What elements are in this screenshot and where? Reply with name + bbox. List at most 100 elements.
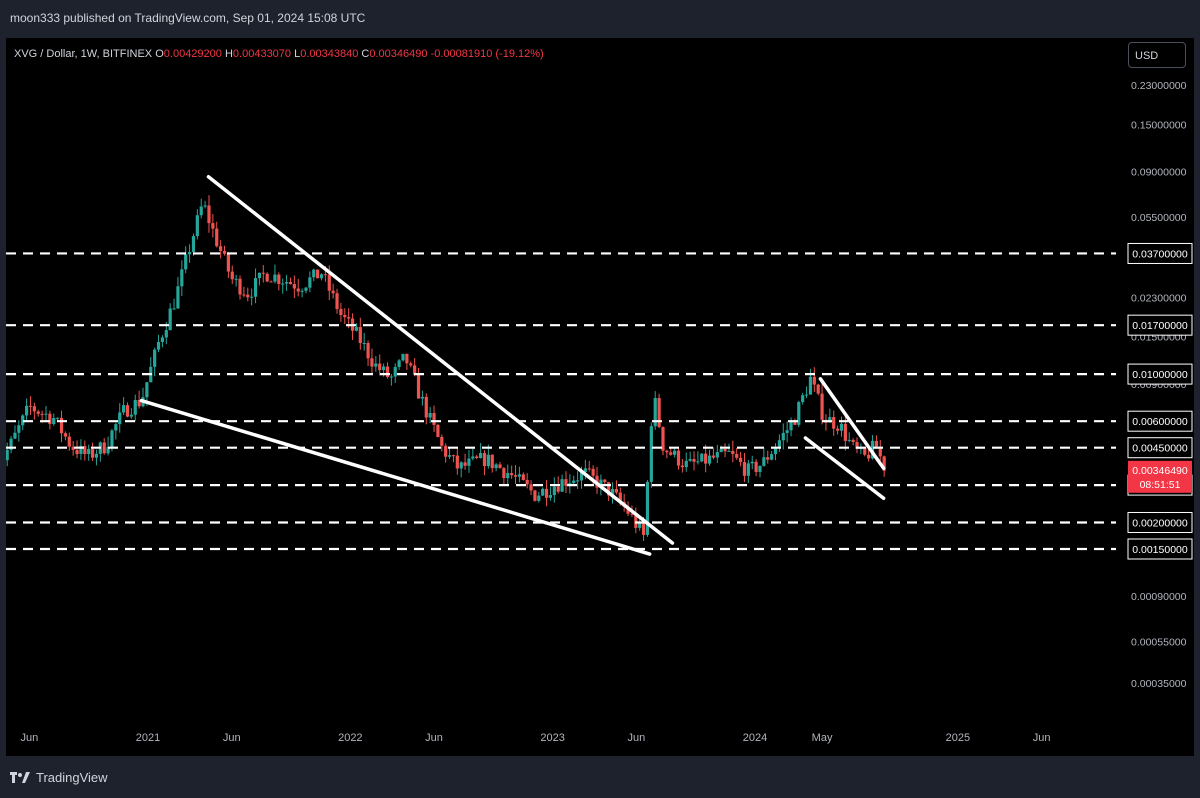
candle-body: [114, 424, 118, 431]
candle-body: [851, 439, 855, 443]
candle-body: [187, 252, 192, 255]
candle-body: [137, 400, 141, 407]
candle-body: [579, 471, 584, 481]
open-value: 0.00429200: [163, 48, 222, 60]
candle-body: [552, 486, 556, 496]
y-tick-label: 0.09000000: [1131, 167, 1187, 179]
candle-body: [707, 455, 712, 464]
candle-body: [521, 474, 525, 480]
candle-body: [513, 475, 518, 477]
x-tick-label: 2024: [743, 732, 767, 744]
level-price-badge: [1127, 363, 1193, 385]
candle-body: [385, 366, 390, 378]
candle-body: [94, 453, 99, 458]
candle-body: [56, 417, 60, 419]
candle-body: [44, 413, 48, 415]
candle-body: [347, 317, 351, 319]
candle-body: [447, 455, 452, 457]
candle-body: [773, 447, 778, 455]
level-price-label: 0.00150000: [1132, 544, 1188, 556]
candle-body: [176, 286, 180, 309]
candle-body: [517, 474, 522, 477]
candle-body: [145, 382, 149, 398]
y-tick-label: 0.00055000: [1131, 637, 1187, 649]
candle-body: [676, 450, 681, 466]
candle-body: [742, 462, 747, 476]
x-tick-label: May: [812, 732, 833, 744]
candle-body: [673, 450, 677, 455]
candle-body: [222, 250, 227, 254]
level-price-badge: [1127, 437, 1193, 459]
candle-body: [808, 376, 813, 395]
candle-body: [48, 413, 52, 425]
tradingview-brand: TradingView: [36, 770, 108, 785]
trendline: [803, 436, 886, 501]
candle-body: [440, 436, 444, 446]
candle-body: [867, 454, 871, 459]
candle-body: [544, 488, 549, 498]
x-tick-label: Jun: [425, 732, 443, 744]
candle-body: [284, 282, 289, 284]
candle-body: [618, 492, 622, 502]
candle-body: [401, 353, 405, 361]
candle-body: [878, 448, 882, 457]
candle-body: [9, 438, 13, 450]
level-price-badge: [1127, 511, 1193, 533]
candle-body: [855, 442, 859, 449]
low-value: 0.00343840: [300, 48, 359, 60]
candle-body: [548, 495, 553, 498]
candle-body: [296, 288, 300, 292]
candle-body: [40, 413, 44, 415]
candle-body: [172, 308, 176, 310]
publisher-info: moon333 published on TradingView.com, Se…: [10, 11, 366, 25]
candle-body: [207, 205, 211, 224]
candle-body: [630, 513, 634, 515]
candle-body: [731, 450, 735, 455]
candle-body: [564, 479, 568, 486]
candle-body: [583, 468, 587, 472]
candle-body: [36, 411, 40, 414]
candle-body: [820, 393, 824, 420]
candle-body: [156, 341, 161, 350]
change-value: -0.00081910 (-19.12%): [430, 48, 544, 60]
candle-body: [789, 421, 793, 431]
candle-body: [327, 274, 331, 291]
high-value: 0.00433070: [232, 48, 292, 60]
x-tick-label: Jun: [627, 732, 645, 744]
candle-body: [874, 440, 878, 449]
candle-body: [587, 468, 591, 470]
candle-body: [203, 205, 207, 207]
candle-body: [498, 464, 502, 469]
candle-body: [490, 454, 494, 469]
close-value: 0.00346490: [369, 48, 428, 60]
candle-body: [215, 228, 219, 247]
x-tick-label: 2023: [540, 732, 564, 744]
candle-body: [393, 366, 397, 377]
candle-body: [75, 449, 79, 454]
currency-button[interactable]: USD: [1128, 42, 1186, 68]
candle-body: [122, 405, 126, 413]
candle-body: [269, 281, 273, 283]
candle-body: [405, 353, 409, 364]
candle-body: [882, 456, 886, 471]
candle-body: [777, 440, 781, 448]
candle-body: [180, 269, 184, 287]
low-label: L: [294, 48, 301, 60]
open-label: O: [155, 48, 164, 60]
candle-body: [362, 342, 366, 344]
candle-body: [510, 473, 514, 476]
candle-body: [665, 450, 669, 453]
last-price-badge: [1128, 460, 1192, 493]
candle-body: [17, 425, 21, 433]
candle-body: [79, 446, 83, 454]
candle-body: [770, 454, 774, 460]
chart-panel[interactable]: 0.23000000 0.15000000 0.09000000 0.05500000…: [6, 38, 1194, 756]
candle-body: [366, 342, 370, 359]
candle-body: [688, 459, 692, 461]
candle-body: [463, 462, 467, 466]
candle-body: [370, 358, 374, 367]
candle-body: [63, 433, 68, 437]
price-chart[interactable]: 0.23000000 0.15000000 0.09000000 0.05500000…: [6, 38, 1194, 756]
candle-body: [374, 363, 378, 367]
x-tick-label: 2025: [946, 732, 970, 744]
